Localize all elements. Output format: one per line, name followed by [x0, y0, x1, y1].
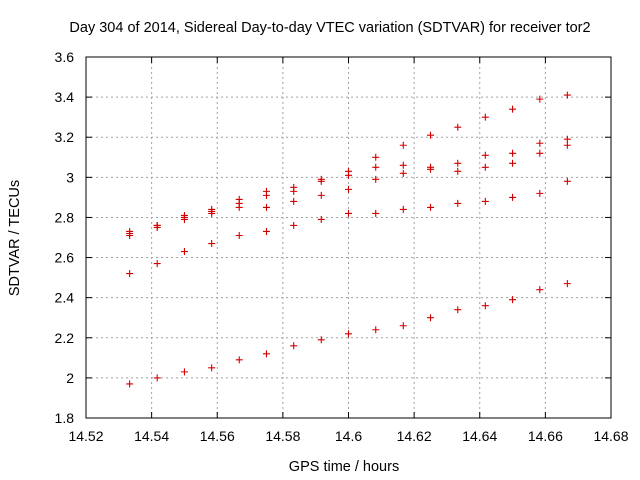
data-point: [509, 149, 517, 157]
axis-ticks: [85, 56, 612, 419]
x-tick-labels: 14.52 14.54 14.56 14.58 14.6 14.62 14.64 14.66 1…: [68, 428, 628, 444]
data-point: [290, 221, 298, 229]
data-point: [180, 248, 188, 256]
x-tick-label: 14.64: [462, 428, 497, 444]
data-point: [290, 342, 298, 350]
data-point: [427, 163, 435, 171]
y-tick-label: 1.8: [55, 410, 75, 426]
data-point: [509, 159, 517, 167]
data-point: [126, 380, 134, 388]
x-tick-label: 14.68: [593, 428, 628, 444]
y-tick-labels: 1.8 2 2.2 2.4 2.6 2.8 3 3.2 3.4 3.6: [55, 49, 75, 426]
data-point: [235, 231, 243, 239]
data-point: [399, 169, 407, 177]
data-point: [481, 302, 489, 310]
data-point: [509, 296, 517, 304]
y-tick-label: 3: [66, 169, 74, 185]
y-tick-label: 2.6: [55, 250, 75, 266]
data-point: [208, 240, 216, 248]
data-point: [372, 209, 380, 217]
data-point: [290, 183, 298, 191]
y-tick-label: 3.2: [55, 129, 75, 145]
data-point: [427, 203, 435, 211]
data-point: [536, 189, 544, 197]
data-point: [481, 151, 489, 159]
data-point: [372, 163, 380, 171]
data-point: [262, 227, 270, 235]
data-point: [454, 159, 462, 167]
x-tick-label: 14.58: [265, 428, 300, 444]
data-point: [536, 286, 544, 294]
data-point: [290, 197, 298, 205]
data-point: [481, 163, 489, 171]
data-point: [153, 374, 161, 382]
data-point: [317, 191, 325, 199]
data-point: [262, 350, 270, 358]
data-point: [427, 314, 435, 322]
data-point: [153, 260, 161, 268]
data-point: [509, 105, 517, 113]
x-tick-label: 14.6: [335, 428, 362, 444]
data-point: [180, 368, 188, 376]
data-point: [345, 330, 352, 338]
data-point: [454, 167, 462, 175]
data-point: [563, 135, 571, 143]
data-point: [345, 185, 352, 193]
data-point: [454, 306, 462, 314]
data-point: [481, 113, 489, 121]
data-point: [536, 95, 544, 103]
data-point: [372, 175, 380, 183]
data-point: [563, 177, 571, 185]
x-tick-label: 14.56: [200, 428, 235, 444]
x-tick-label: 14.62: [397, 428, 432, 444]
data-point: [399, 161, 407, 169]
data-point: [345, 167, 352, 175]
data-point: [563, 91, 571, 99]
data-point: [126, 227, 134, 235]
y-tick-label: 2.8: [55, 209, 75, 225]
data-point: [454, 199, 462, 207]
data-point: [563, 141, 571, 149]
data-point: [399, 322, 407, 330]
data-point: [536, 149, 544, 157]
chart-title: Day 304 of 2014, Sidereal Day-to-day VTE…: [69, 20, 590, 36]
data-point: [153, 221, 161, 229]
grid-lines: [86, 57, 611, 418]
data-point: [372, 326, 380, 334]
data-points: [126, 91, 571, 388]
data-point: [317, 175, 325, 183]
y-tick-label: 2: [66, 370, 74, 386]
y-tick-label: 3.6: [55, 49, 75, 65]
y-tick-label: 2.4: [55, 290, 75, 306]
data-point: [345, 209, 352, 217]
x-tick-label: 14.54: [134, 428, 169, 444]
x-tick-label: 14.66: [528, 428, 563, 444]
data-point: [536, 139, 544, 147]
y-tick-label: 3.4: [55, 89, 75, 105]
data-point: [317, 336, 325, 344]
data-point: [262, 187, 270, 195]
data-point: [180, 211, 188, 219]
x-tick-label: 14.52: [68, 428, 103, 444]
x-axis-label: GPS time / hours: [289, 459, 399, 475]
y-tick-label: 2.2: [55, 330, 75, 346]
data-point: [509, 193, 517, 201]
data-point: [235, 195, 243, 203]
data-point: [454, 123, 462, 131]
data-point: [262, 203, 270, 211]
data-point: [399, 141, 407, 149]
data-point: [235, 356, 243, 364]
data-point: [427, 131, 435, 139]
y-axis-label: SDTVAR / TECUs: [7, 180, 23, 296]
data-point: [372, 153, 380, 161]
data-point: [126, 270, 134, 278]
data-point: [563, 280, 571, 288]
data-point: [481, 197, 489, 205]
data-point: [317, 215, 325, 223]
data-point: [208, 205, 216, 213]
data-point: [399, 205, 407, 213]
data-point: [208, 364, 216, 372]
